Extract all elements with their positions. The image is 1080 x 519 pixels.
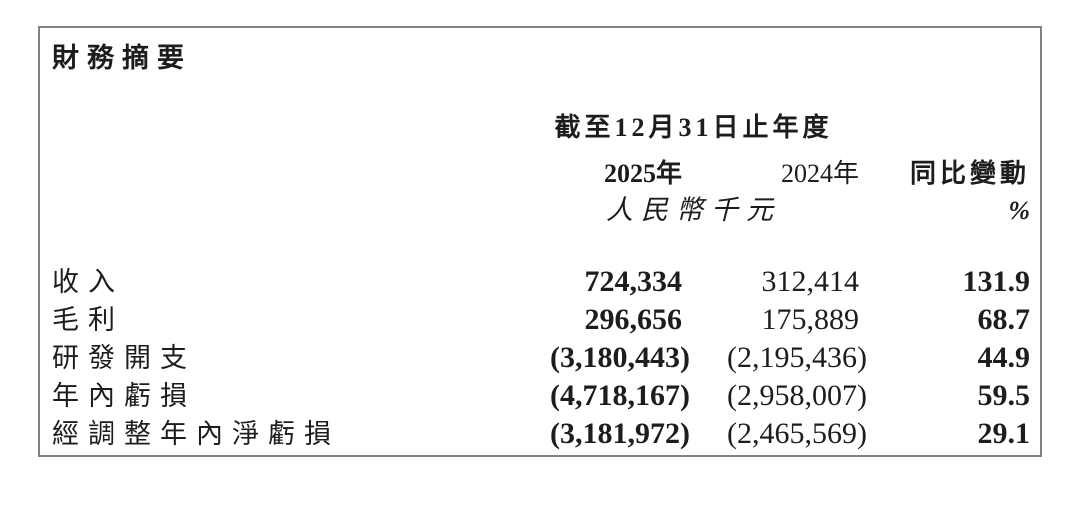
- value-yoy: 44.9: [977, 341, 1031, 374]
- value-yoy: 131.9: [962, 265, 1031, 298]
- financial-summary-box: 財務摘要 截至12月31日止年度 2025年 2024年 同比變動 人民幣千元 …: [38, 26, 1042, 457]
- value-2025: (3,180,443): [550, 341, 690, 374]
- value-2024: (2,195,436): [727, 341, 867, 374]
- table-row: 研發開支 (3,180,443) (2,195,436) 44.9: [40, 339, 1040, 377]
- value-2025: 724,334: [584, 265, 683, 298]
- table-row: 毛利 296,656 175,889 68.7: [40, 301, 1040, 339]
- table-row: 經調整年內淨虧損 (3,181,972) (2,465,569) 29.1: [40, 415, 1040, 453]
- row-label: 年內虧損: [52, 381, 196, 411]
- value-2024: 312,414: [761, 265, 860, 298]
- row-label: 經調整年內淨虧損: [52, 419, 340, 449]
- value-2025: (3,181,972): [550, 417, 690, 450]
- percent-header: %: [1008, 196, 1030, 225]
- period-header: 截至12月31日止年度: [554, 113, 833, 142]
- value-2025: (4,718,167): [550, 379, 690, 412]
- period-header-row: 截至12月31日止年度: [40, 114, 1040, 142]
- row-label: 收入: [52, 267, 124, 297]
- value-2024: (2,465,569): [727, 417, 867, 450]
- value-yoy: 68.7: [977, 303, 1031, 336]
- table-row: 年內虧損 (4,718,167) (2,958,007) 59.5: [40, 377, 1040, 415]
- row-label: 研發開支: [52, 343, 196, 373]
- column-header-2025: 2025年: [603, 159, 682, 188]
- column-header-yoy: 同比變動: [909, 159, 1030, 188]
- column-header-2024: 2024年: [780, 159, 859, 188]
- unit-header: 人民幣千元: [606, 195, 781, 225]
- section-title: 財務摘要: [52, 43, 192, 73]
- value-yoy: 29.1: [977, 417, 1031, 450]
- unit-header-row: 人民幣千元 %: [40, 196, 1040, 225]
- value-2024: 175,889: [761, 303, 860, 336]
- value-yoy: 59.5: [977, 379, 1031, 412]
- value-2025: 296,656: [584, 303, 683, 336]
- column-header-row: 2025年 2024年 同比變動: [40, 160, 1040, 188]
- value-2024: (2,958,007): [727, 379, 867, 412]
- data-rows: 收入 724,334 312,414 131.9 毛利 296,656 175,…: [40, 263, 1040, 453]
- row-label: 毛利: [52, 305, 124, 335]
- table-row: 收入 724,334 312,414 131.9: [40, 263, 1040, 301]
